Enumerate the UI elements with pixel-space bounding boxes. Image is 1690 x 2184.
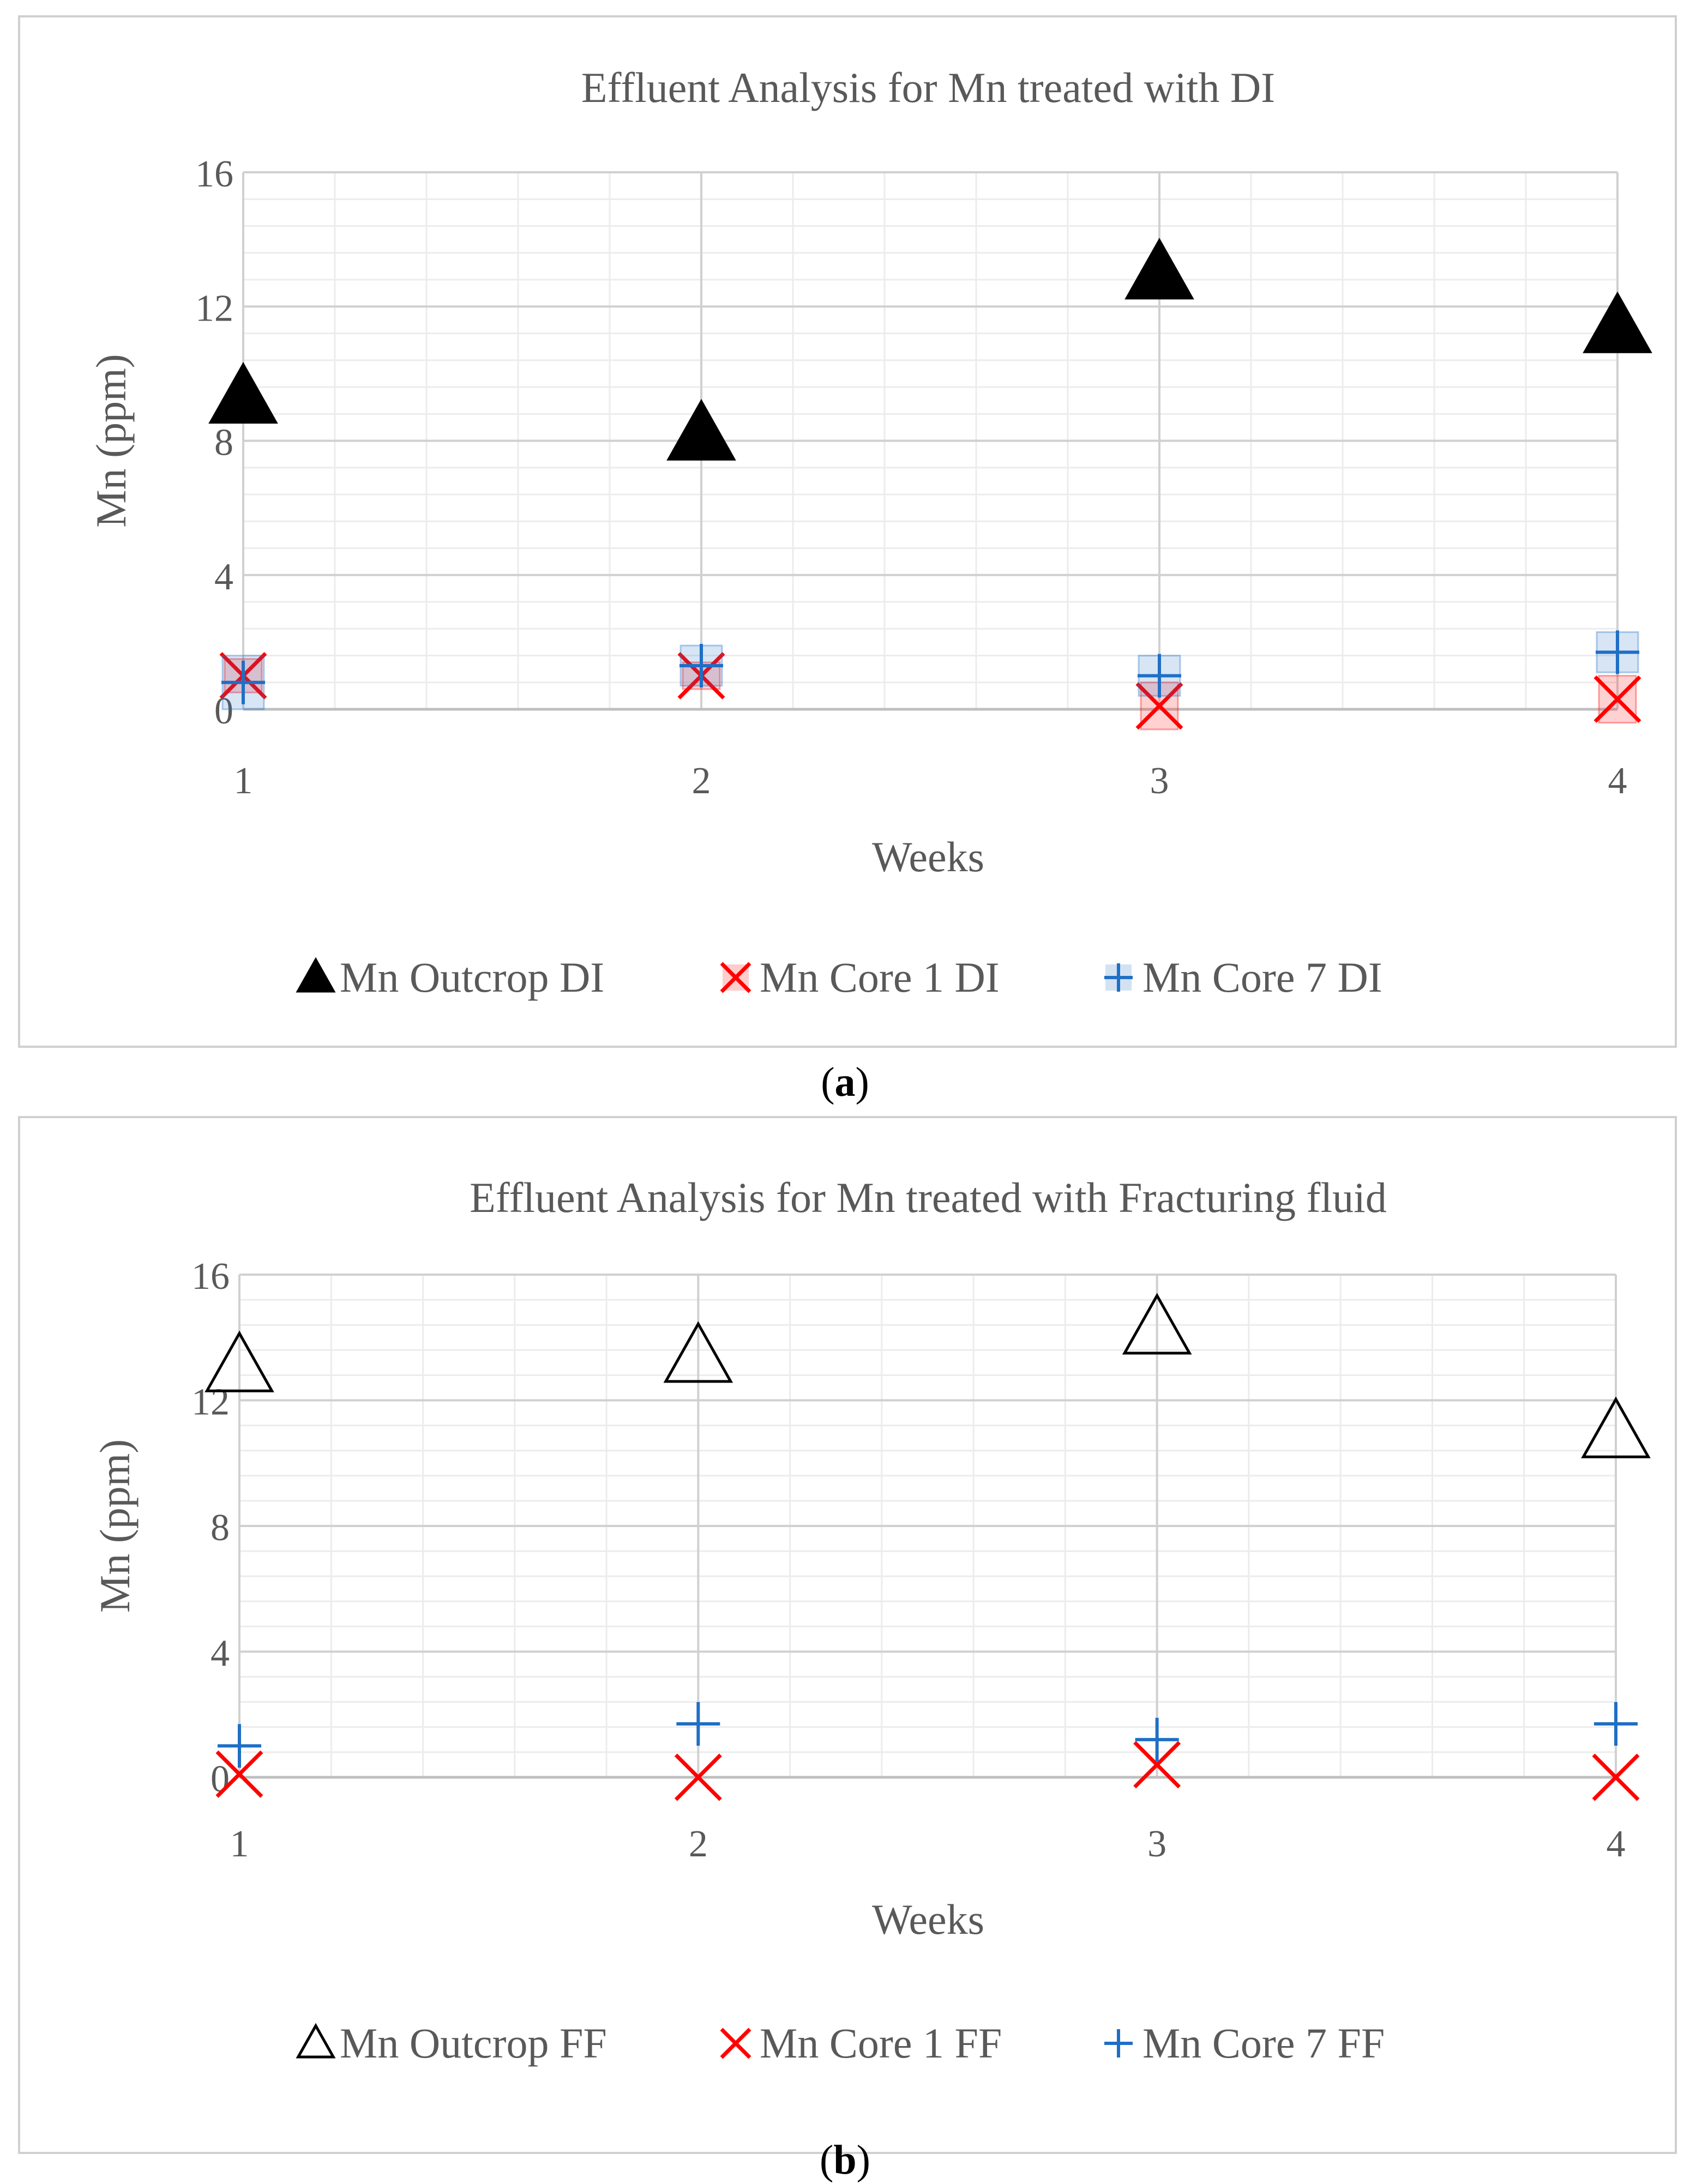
figure-label-b: (b) [0,2137,1690,2184]
chart-b-point-asterisk [215,1750,263,1798]
label-b-letter: b [833,2137,857,2183]
chart-a-y-tick-label: 4 [214,556,233,598]
chart-a-legend-marker [1104,963,1133,992]
chart-a-x-axis-title: Weeks [872,833,984,880]
chart-b-point-asterisk-stroke-2 [674,1753,722,1801]
chart-b-y-tick-label: 4 [211,1633,230,1675]
label-a-open: ( [821,1059,835,1105]
chart-b-series-3 [218,1702,1638,1768]
chart-a-title: Effluent Analysis for Mn treated with DI [581,64,1275,111]
chart-a-series-2 [219,651,1641,731]
chart-a-legend-item: Mn Core 1 DI [720,954,1000,1001]
chart-b-legend-label: Mn Outcrop FF [340,2019,607,2067]
chart-b-y-axis-title: Mn (ppm) [91,1439,139,1613]
chart-a-point-plus [1138,654,1181,698]
chart-b-legend-item: Mn Core 7 FF [1104,2019,1385,2067]
chart-b-legend: Mn Outcrop FF Mn Core 1 FF Mn Core 7 FF [296,2019,1385,2067]
chart-a-point-filled-triangle [1124,238,1194,300]
chart-b-point-plus [1135,1717,1179,1761]
chart-b-point-open-triangle [1581,1396,1651,1458]
chart-b-y-tick-label: 12 [191,1381,230,1423]
chart-b-x-tick-label: 3 [1147,1823,1166,1865]
chart-a-point-plus [1596,630,1639,674]
chart-panel-b: Effluent Analysis for Mn treated with Fr… [18,1116,1677,2154]
chart-b-legend-marker [296,2023,336,2059]
chart-b-legend-item: Mn Outcrop FF [296,2019,607,2067]
chart-b-point-open-triangle [205,1330,274,1392]
chart-a-point-asterisk [1135,682,1183,730]
chart-b-point-open-triangle [663,1321,733,1383]
chart-a-y-axis-title: Mn (ppm) [87,354,135,527]
label-a-letter: a [834,1059,856,1105]
chart-b-point-plus [1594,1702,1638,1746]
chart-b-point-plus [676,1702,720,1746]
chart-panel-a: Effluent Analysis for Mn treated with DI… [18,15,1677,1048]
chart-b-point-asterisk [1592,1753,1640,1801]
chart-a-legend-marker [720,962,751,993]
chart-a-legend-label: Mn Outcrop DI [340,954,604,1001]
chart-a-svg: Effluent Analysis for Mn treated with DI… [87,64,1652,1001]
chart-b-svg: Effluent Analysis for Mn treated with Fr… [91,1174,1651,2067]
chart-a-legend-label: Mn Core 1 DI [760,954,1000,1001]
chart-a-series-1 [208,238,1652,461]
chart-a-y-tick-label: 12 [195,287,233,329]
chart-a-point-asterisk [1593,675,1641,723]
chart-a-point-asterisk-stroke-2 [1135,682,1183,730]
chart-b-series-1 [205,1293,1651,1458]
chart-b-point-asterisk [1133,1741,1181,1789]
chart-a-x-tick-label: 1 [234,760,253,802]
chart-b-legend-marker [720,2028,751,2059]
figure-label-a: (a) [0,1059,1690,1106]
chart-b-grid [238,1274,1617,1778]
chart-a-series-3 [221,630,1639,710]
label-a-close: ) [855,1059,869,1105]
chart-b-point-plus [218,1724,261,1768]
label-b-open: ( [820,2137,834,2183]
chart-b-y-tick-label: 8 [211,1507,230,1549]
chart-a-legend-item: Mn Outcrop DI [296,954,604,1001]
chart-b-point-asterisk-stroke-2 [1592,1753,1640,1801]
chart-b-x-tick-label: 2 [689,1823,708,1865]
chart-b-legend-marker-stroke-2 [720,2028,751,2059]
chart-b-y-tick-label: 16 [191,1256,230,1298]
chart-b-legend-marker [1104,2029,1133,2058]
chart-b-legend-item: Mn Core 1 FF [720,2019,1002,2067]
chart-b-legend-label: Mn Core 7 FF [1142,2019,1385,2067]
chart-b-x-axis-title: Weeks [872,1896,984,1943]
chart-a-x-tick-label: 3 [1150,760,1169,802]
chart-a-legend-label: Mn Core 7 DI [1142,954,1382,1001]
chart-a-legend-marker-stroke-2 [720,962,751,993]
chart-b-legend-label: Mn Core 1 FF [760,2019,1002,2067]
chart-a-x-tick-label: 4 [1608,760,1627,802]
chart-a-point-plus [221,660,265,704]
chart-a-point-filled-triangle [1583,291,1652,353]
chart-a-y-tick-label: 8 [214,422,233,464]
chart-a-point-plus [679,643,723,687]
chart-b-series-2 [215,1741,1640,1801]
chart-a-point-filled-triangle [208,361,278,424]
chart-a-x-tick-label: 2 [692,760,711,802]
chart-a-point-filled-triangle [666,399,736,461]
chart-a-y-tick-label: 16 [195,153,233,195]
chart-a-legend-marker [296,957,336,993]
chart-b-x-tick-label: 1 [230,1823,249,1865]
chart-a-grid [242,171,1619,710]
chart-b-point-open-triangle [1122,1293,1192,1355]
chart-b-point-asterisk [674,1753,722,1801]
chart-b-point-asterisk-stroke-2 [1133,1741,1181,1789]
chart-a-legend: Mn Outcrop DI Mn Core 1 DI Mn Core 7 DI [296,954,1382,1001]
chart-b-point-asterisk-stroke-2 [215,1750,263,1798]
chart-b-title: Effluent Analysis for Mn treated with Fr… [470,1174,1387,1221]
label-b-close: ) [856,2137,870,2183]
chart-a-point-asterisk-stroke-2 [1593,675,1641,723]
chart-b-x-tick-label: 4 [1607,1823,1626,1865]
chart-a-legend-item: Mn Core 7 DI [1104,954,1382,1001]
